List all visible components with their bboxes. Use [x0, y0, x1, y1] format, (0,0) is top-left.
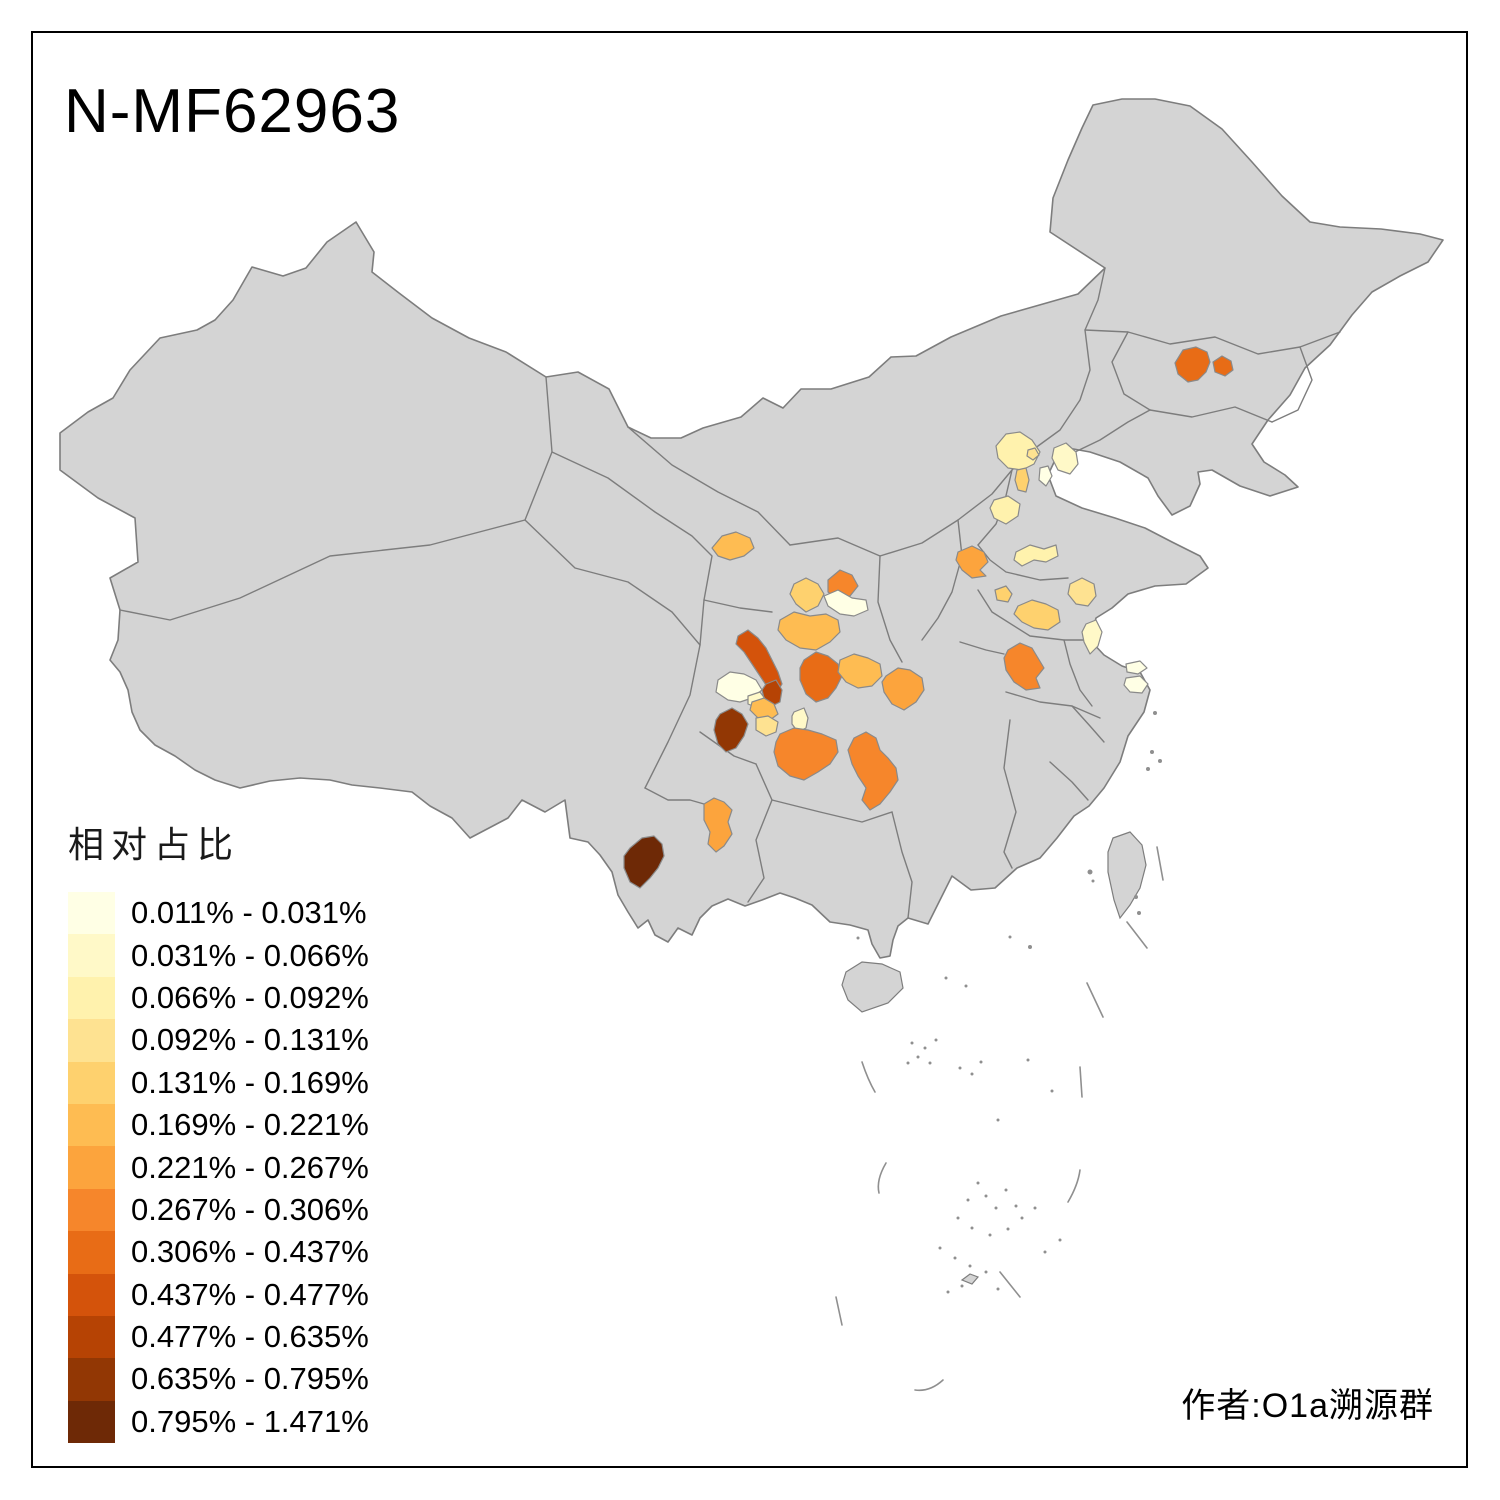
legend-item: 0.011% - 0.031%	[68, 892, 369, 935]
map-region	[1013, 599, 1061, 631]
map-region	[1125, 660, 1148, 675]
map-region	[1081, 619, 1103, 655]
legend-swatch	[68, 1146, 115, 1189]
legend-range-label: 0.437% - 0.477%	[131, 1276, 369, 1312]
legend-swatch	[68, 1358, 115, 1401]
legend-range-label: 0.092% - 0.131%	[131, 1022, 369, 1058]
legend-swatch	[68, 1231, 115, 1274]
map-region	[773, 727, 839, 781]
map-region	[755, 715, 779, 737]
map-region	[777, 611, 841, 651]
legend-item: 0.795% - 1.471%	[68, 1400, 369, 1444]
map-region	[1038, 465, 1053, 487]
map-region	[749, 697, 779, 721]
legend-swatch	[68, 1315, 115, 1359]
legend-range-label: 0.011% - 0.031%	[131, 895, 367, 931]
map-region	[823, 589, 869, 617]
legend-item: 0.477% - 0.635%	[68, 1315, 369, 1359]
island-dots	[856, 711, 1162, 1294]
map-region	[789, 577, 825, 613]
page-title: N-MF62963	[64, 77, 401, 146]
map-region	[703, 797, 733, 853]
map-region	[989, 495, 1021, 525]
map-region	[1003, 642, 1045, 691]
highlighted-regions	[623, 346, 1234, 889]
hainan-island	[841, 961, 904, 1013]
legend: 相对占比 0.011% - 0.031% 0.031% - 0.066% 0.066…	[68, 816, 369, 1444]
legend-swatch	[68, 1273, 115, 1316]
china-mainland	[59, 98, 1444, 959]
map-region	[995, 431, 1041, 471]
small-island	[960, 1273, 980, 1285]
map-region	[1026, 447, 1040, 461]
map-region	[881, 667, 925, 711]
legend-item: 0.169% - 0.221%	[68, 1103, 369, 1147]
legend-item: 0.221% - 0.267%	[68, 1146, 369, 1189]
map-region	[1014, 467, 1030, 493]
legend-range-label: 0.066% - 0.092%	[131, 979, 369, 1015]
legend-item: 0.306% - 0.437%	[68, 1231, 369, 1274]
map-region	[799, 651, 843, 703]
map-frame	[31, 31, 1468, 1468]
map-region	[711, 531, 755, 561]
legend-item: 0.131% - 0.169%	[68, 1061, 369, 1104]
legend-range-label: 0.635% - 0.795%	[131, 1361, 369, 1397]
legend-range-label: 0.267% - 0.306%	[131, 1191, 369, 1227]
map-region	[1013, 544, 1059, 567]
map-region	[1123, 675, 1149, 694]
legend-swatch	[68, 1188, 115, 1232]
legend-item: 0.437% - 0.477%	[68, 1273, 369, 1316]
map-region	[1067, 577, 1097, 607]
legend-swatch	[68, 976, 115, 1020]
taiwan-island	[1107, 831, 1147, 920]
map-region	[1051, 442, 1079, 475]
legend-item: 0.092% - 0.131%	[68, 1019, 369, 1062]
map-region	[1174, 346, 1211, 383]
map-region	[955, 545, 989, 579]
legend-range-label: 0.131% - 0.169%	[131, 1064, 369, 1100]
legend-range-label: 0.477% - 0.635%	[131, 1319, 369, 1355]
legend-range-label: 0.221% - 0.267%	[131, 1149, 369, 1185]
legend-range-label: 0.795% - 1.471%	[131, 1403, 369, 1439]
legend-item: 0.066% - 0.092%	[68, 976, 369, 1020]
legend-swatch	[68, 1103, 115, 1147]
legend-swatch	[68, 934, 115, 977]
legend-item: 0.031% - 0.066%	[68, 934, 369, 977]
map-region	[623, 835, 665, 889]
legend-item: 0.635% - 0.795%	[68, 1358, 369, 1401]
legend-swatch	[68, 1019, 115, 1062]
map-region	[994, 585, 1013, 603]
legend-swatch	[68, 1061, 115, 1104]
legend-swatch	[68, 892, 115, 935]
legend-range-label: 0.169% - 0.221%	[131, 1107, 369, 1143]
legend-range-label: 0.306% - 0.437%	[131, 1234, 369, 1270]
sea-boundary-dashes	[835, 846, 1164, 1392]
attribution-text: 作者:O1a溯源群	[1181, 1387, 1434, 1425]
map-region	[1212, 355, 1234, 377]
legend-swatch	[68, 1400, 115, 1444]
map-region	[837, 653, 883, 689]
legend-items: 0.011% - 0.031% 0.031% - 0.066% 0.066% - 0…	[68, 892, 369, 1444]
legend-title: 相对占比	[68, 824, 241, 865]
legend-item: 0.267% - 0.306%	[68, 1188, 369, 1232]
map-region	[713, 707, 749, 753]
legend-range-label: 0.031% - 0.066%	[131, 937, 369, 973]
map-region	[847, 731, 899, 811]
